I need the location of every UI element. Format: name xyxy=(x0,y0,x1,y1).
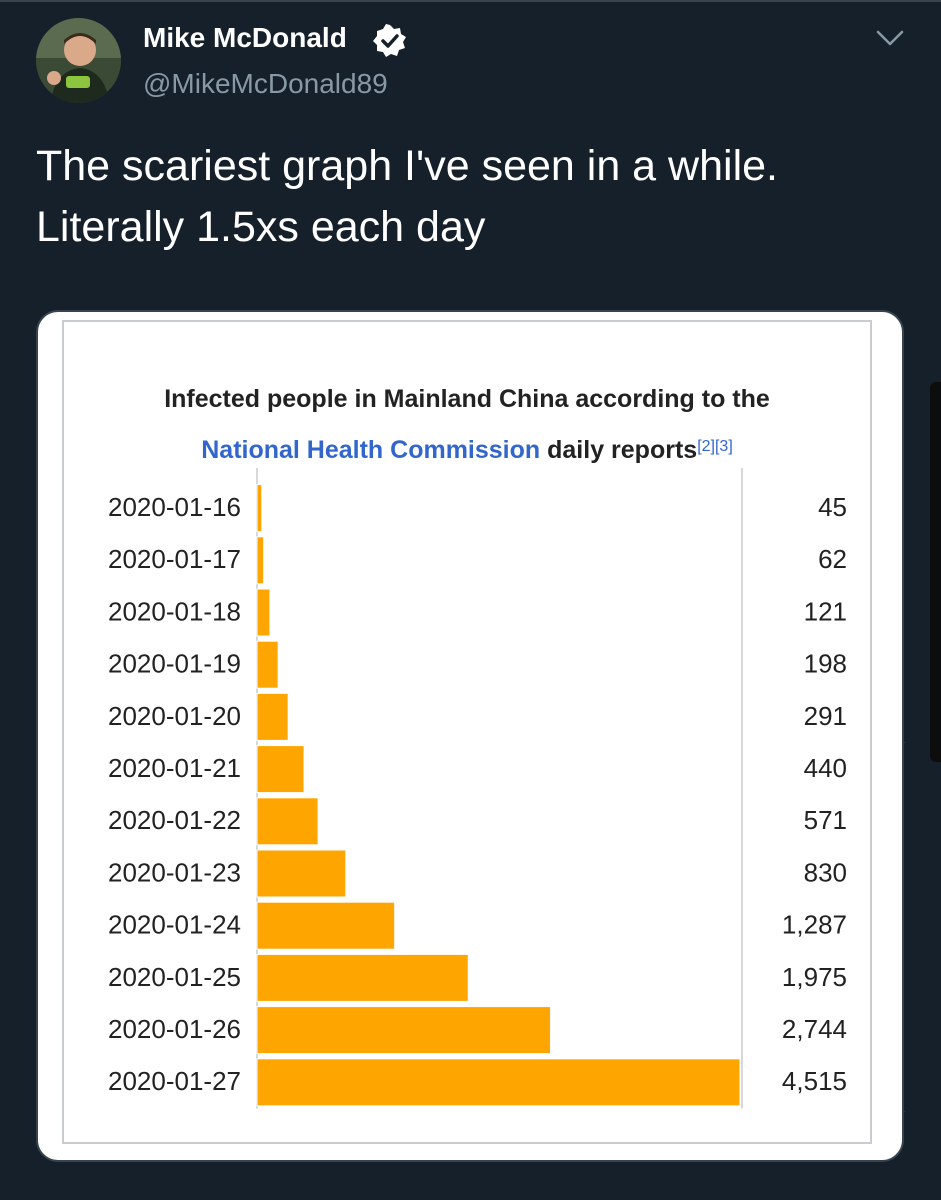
bar-2020-01-18 xyxy=(256,588,271,637)
value-label: 62 xyxy=(818,544,847,574)
chart-frame: Infected people in Mainland China accord… xyxy=(62,320,872,1144)
category-label: 2020-01-20 xyxy=(108,701,241,731)
display-name[interactable]: Mike McDonald xyxy=(143,22,347,53)
value-label: 1,287 xyxy=(782,910,847,940)
category-label: 2020-01-21 xyxy=(108,753,241,783)
category-label: 2020-01-22 xyxy=(108,805,241,835)
chart-title-link[interactable]: National Health Commission xyxy=(201,436,541,464)
category-label: 2020-01-23 xyxy=(108,857,241,887)
category-label: 2020-01-27 xyxy=(108,1066,241,1096)
value-label: 830 xyxy=(804,857,847,887)
category-label: 2020-01-26 xyxy=(108,1014,241,1044)
bar-2020-01-16 xyxy=(256,484,263,533)
value-label: 291 xyxy=(804,701,847,731)
chart-title-line-1: Infected people in Mainland China accord… xyxy=(164,385,770,413)
value-label: 440 xyxy=(804,753,847,783)
category-label: 2020-01-24 xyxy=(108,910,241,940)
chart-title: Infected people in Mainland China accord… xyxy=(64,374,870,476)
user-handle[interactable]: @MikeMcDonald89 xyxy=(143,68,388,99)
value-label: 571 xyxy=(804,805,847,835)
tweet-text-line-2: Literally 1.5xs each day xyxy=(36,203,486,251)
value-label: 1,975 xyxy=(782,962,847,992)
value-label: 4,515 xyxy=(782,1066,847,1096)
bar-2020-01-20 xyxy=(256,692,289,741)
bar-2020-01-25 xyxy=(256,953,469,1002)
value-label: 198 xyxy=(804,649,847,679)
bar-2020-01-17 xyxy=(256,536,265,585)
media-card[interactable]: Infected people in Mainland China accord… xyxy=(36,310,904,1162)
bar-2020-01-19 xyxy=(256,640,279,689)
category-label: 2020-01-16 xyxy=(108,492,241,522)
scroll-handle[interactable] xyxy=(930,382,941,762)
value-label: 2,744 xyxy=(782,1014,847,1044)
bar-2020-01-27 xyxy=(256,1058,741,1107)
bar-2020-01-24 xyxy=(256,901,396,950)
tweet-text-line-1: The scariest graph I've seen in a while. xyxy=(36,142,778,190)
bar-2020-01-23 xyxy=(256,849,347,898)
verified-badge-icon xyxy=(373,24,406,57)
tweet-text: The scariest graph I've seen in a while.… xyxy=(36,136,916,258)
chart-title-refs[interactable]: [2][3] xyxy=(697,438,733,455)
category-label: 2020-01-18 xyxy=(108,596,241,626)
value-label: 121 xyxy=(804,596,847,626)
avatar-image xyxy=(36,18,121,103)
category-label: 2020-01-19 xyxy=(108,649,241,679)
user-avatar[interactable] xyxy=(36,18,121,103)
chart-title-rest: daily reports xyxy=(540,436,698,464)
bar-2020-01-26 xyxy=(256,1006,552,1055)
bar-2020-01-22 xyxy=(256,797,319,846)
chart-title-line-2: National Health Commission daily reports… xyxy=(64,425,870,476)
bar-chart: 2020-01-16 45 2020-01-17 62 2020-01-18 121 202… xyxy=(108,468,847,1109)
value-label: 45 xyxy=(818,492,847,522)
bar-2020-01-21 xyxy=(256,745,305,794)
chevron-down-icon[interactable] xyxy=(872,24,908,52)
category-label: 2020-01-25 xyxy=(108,962,241,992)
top-divider xyxy=(0,0,941,2)
category-label: 2020-01-17 xyxy=(108,544,241,574)
